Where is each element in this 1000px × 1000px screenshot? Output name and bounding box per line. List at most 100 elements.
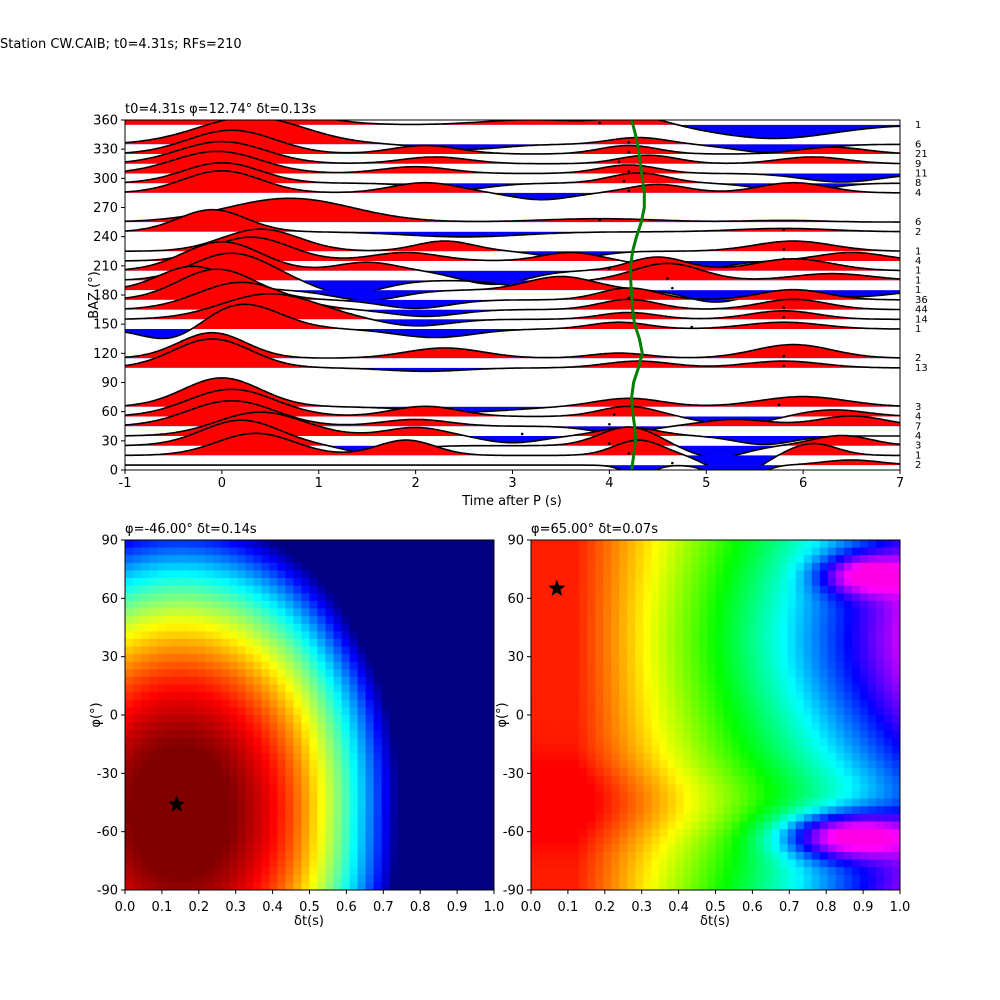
heatmap-cell	[627, 684, 636, 693]
heatmap-cell	[859, 654, 869, 663]
heatmap-cell	[373, 791, 383, 800]
heatmap-cell	[165, 570, 174, 579]
heatmap-cell	[563, 699, 572, 708]
heatmap-cell	[547, 867, 556, 876]
heatmap-cell	[707, 836, 717, 845]
heatmap-cell	[397, 676, 407, 686]
heatmap-cell	[835, 570, 845, 579]
heatmap-cell	[229, 707, 238, 716]
heatmap-cell	[651, 798, 660, 807]
heatmap-cell	[539, 623, 548, 632]
heatmap-cell	[349, 616, 359, 625]
heatmap-cell	[181, 699, 190, 708]
heatmap-cell	[277, 540, 287, 549]
heatmap-cell	[883, 798, 893, 807]
heatmap-cell	[349, 623, 359, 632]
heatmap-cell	[699, 669, 709, 678]
heatmap-cell	[181, 829, 190, 838]
heatmap-cell	[819, 547, 829, 556]
heatmap-cell	[619, 692, 628, 701]
heatmap-cell	[149, 646, 158, 655]
y-tick-label: 300	[93, 172, 118, 187]
heatmap-cell	[437, 578, 447, 587]
heatmap-cell	[579, 753, 588, 762]
heatmap-cell	[469, 851, 479, 861]
heatmap-cell	[851, 692, 861, 701]
heatmap-cell	[133, 836, 142, 845]
heatmap-cell	[429, 867, 439, 876]
heatmap-cell	[229, 638, 238, 648]
heatmap-cell	[437, 730, 447, 739]
heatmap-cell	[349, 562, 359, 572]
heatmap-cell	[715, 760, 725, 769]
heatmap-cell	[413, 813, 423, 823]
heatmap-cell	[237, 722, 246, 731]
heatmap-cell	[389, 540, 399, 549]
heatmap-cell	[325, 562, 335, 572]
heatmap-cell	[667, 661, 676, 670]
heatmap-cell	[731, 600, 741, 610]
heatmap-cell	[469, 676, 479, 686]
heatmap-cell	[771, 874, 781, 883]
heatmap-cell	[795, 806, 805, 815]
heatmap-cell	[173, 851, 182, 861]
heatmap-cell	[421, 555, 431, 564]
heatmap-cell	[141, 768, 150, 777]
heatmap-cell	[389, 547, 399, 556]
heatmap-cell	[667, 676, 676, 686]
heatmap-cell	[843, 646, 853, 655]
heatmap-cell	[469, 638, 479, 648]
heatmap-cell	[723, 654, 733, 663]
heatmap-cell	[675, 646, 685, 655]
heatmap-cell	[787, 882, 797, 890]
heatmap-cell	[261, 798, 270, 807]
heatmap-cell	[469, 829, 479, 838]
heatmap-cell	[731, 775, 741, 785]
heatmap-cell	[245, 783, 254, 792]
heatmap-cell	[485, 844, 494, 853]
heatmap-cell	[381, 722, 391, 731]
heatmap-cell	[563, 867, 572, 876]
heatmap-cell	[835, 722, 845, 731]
heatmap-cell	[253, 684, 262, 693]
heatmap-cell	[555, 638, 564, 648]
heatmap-cell	[707, 745, 717, 754]
heatmap-cell	[333, 836, 343, 845]
heatmap-cell	[891, 608, 900, 617]
rf-positive-fill	[125, 420, 900, 446]
heatmap-cell	[301, 859, 311, 868]
heatmap-cell	[157, 646, 166, 655]
heatmap-cell	[851, 570, 861, 579]
heatmap-cell	[643, 540, 652, 549]
heatmap-cell	[269, 798, 279, 807]
heatmap-cell	[237, 540, 246, 549]
heatmap-cell	[477, 646, 487, 655]
heatmap-cell	[779, 851, 789, 861]
heatmap-cell	[715, 562, 725, 572]
heatmap-cell	[859, 829, 869, 838]
heatmap-cell	[165, 821, 174, 830]
heatmap-cell	[421, 844, 431, 853]
heatmap-cell	[213, 798, 222, 807]
heatmap-cell	[205, 836, 214, 845]
heatmap-cell	[221, 547, 230, 556]
heatmap-cell	[333, 791, 343, 800]
heatmap-cell	[587, 722, 596, 731]
heatmap-cell	[803, 676, 813, 686]
heatmap-cell	[469, 798, 479, 807]
heatmap-cell	[181, 851, 190, 861]
heatmap-cell	[691, 753, 701, 762]
heatmap-cell	[763, 623, 773, 632]
heatmap-cell	[341, 593, 351, 602]
y-tick-label: 90	[101, 376, 118, 391]
heatmap-cell	[731, 813, 741, 823]
heatmap-cell	[397, 669, 407, 678]
heatmap-cell	[261, 555, 270, 564]
heatmap-cell	[771, 593, 781, 602]
heatmap-cell	[747, 608, 757, 617]
heatmap-cell	[405, 798, 415, 807]
heatmap-cell	[469, 623, 479, 632]
heatmap-cell	[165, 608, 174, 617]
heatmap-cell	[691, 882, 701, 890]
heatmap-cell	[469, 692, 479, 701]
